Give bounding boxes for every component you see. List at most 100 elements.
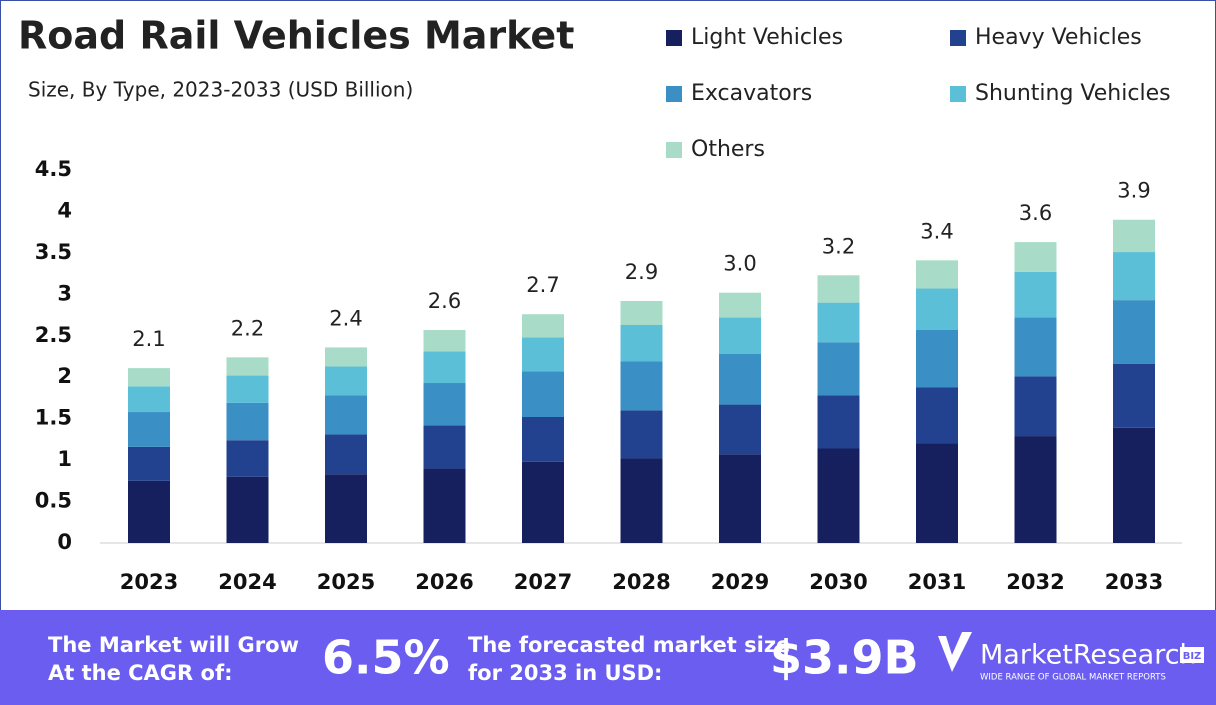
bar-segment	[1014, 271, 1057, 318]
legend-swatch	[950, 86, 966, 102]
bar-segment	[325, 395, 367, 435]
x-tick-label: 2027	[514, 570, 572, 594]
legend-label: Excavators	[691, 81, 812, 106]
total-label: 2.7	[526, 273, 559, 297]
bar-segment	[423, 425, 466, 469]
y-tick-label: 2.5	[35, 323, 72, 347]
bar-segment	[916, 260, 958, 289]
y-tick-label: 3	[57, 281, 72, 305]
logo-icon	[938, 632, 972, 672]
legend-label: Heavy Vehicles	[975, 25, 1142, 50]
bar-segment	[226, 357, 269, 376]
bar-segment	[226, 476, 269, 543]
bar-segment	[325, 434, 367, 475]
total-label: 2.1	[132, 327, 165, 351]
total-label: 2.4	[329, 306, 362, 330]
total-label: 3.9	[1117, 179, 1150, 203]
legend-swatch	[666, 86, 682, 102]
x-tick-label: 2023	[120, 570, 178, 594]
logo-tagline: WIDE RANGE OF GLOBAL MARKET REPORTS	[980, 673, 1166, 683]
y-tick-label: 1.5	[35, 406, 72, 430]
bar-segment	[325, 347, 367, 367]
y-tick-label: 4.5	[35, 157, 72, 181]
legend-label: Shunting Vehicles	[975, 81, 1171, 106]
logo-badge: BIZ	[1183, 651, 1202, 662]
bar-segment	[226, 402, 269, 441]
bar-segment	[817, 448, 860, 543]
cagr-text: The Market will Grow At the CAGR of:	[48, 633, 299, 685]
bar-segment	[1014, 317, 1057, 377]
bar-segment	[620, 361, 663, 411]
y-tick-label: 1	[57, 447, 72, 471]
bar-segment	[817, 342, 860, 396]
cagr-value: 6.5%	[322, 631, 450, 685]
bar-segment	[522, 371, 564, 418]
logo: MarketResearch	[980, 640, 1197, 671]
total-label: 2.9	[625, 260, 658, 284]
y-tick-label: 0.5	[35, 489, 72, 513]
bar-segment	[916, 329, 958, 388]
bar-segment	[423, 383, 466, 426]
y-tick-label: 0	[57, 530, 72, 554]
total-label: 3.0	[723, 252, 756, 276]
text-line: At the CAGR of:	[48, 661, 233, 685]
bar-segment	[916, 443, 958, 543]
legend-swatch	[950, 30, 966, 46]
bar-segment	[522, 337, 564, 372]
bar-segment	[423, 351, 466, 384]
total-label: 3.2	[822, 234, 855, 258]
total-label: 3.4	[920, 219, 953, 243]
bar-segment	[719, 317, 761, 355]
bar-segment	[128, 446, 170, 481]
bar-segment	[620, 325, 663, 362]
bar-segment	[817, 395, 860, 449]
bar-segment	[817, 302, 860, 343]
x-tick-label: 2026	[415, 570, 473, 594]
legend-swatch	[666, 30, 682, 46]
legend-label: Light Vehicles	[691, 25, 843, 50]
bar-segment	[128, 412, 170, 447]
bar-segment	[1113, 219, 1155, 253]
bar-segment	[1113, 427, 1155, 543]
bar-segment	[719, 292, 761, 318]
bar-segment	[1113, 363, 1155, 428]
footer-band	[0, 610, 1216, 705]
chart-title: Road Rail Vehicles Market	[18, 14, 574, 58]
x-tick-label: 2030	[809, 570, 867, 594]
bar-segment	[128, 480, 170, 543]
y-tick-label: 2	[57, 364, 72, 388]
x-tick-label: 2029	[711, 570, 769, 594]
text-line: for 2033 in USD:	[468, 661, 662, 685]
bar-segment	[1014, 242, 1057, 272]
total-label: 2.6	[428, 289, 461, 313]
bar-segment	[325, 474, 367, 543]
bar-segment	[1014, 436, 1057, 543]
bar-segment	[325, 366, 367, 396]
total-label: 2.2	[231, 316, 264, 340]
bar-segment	[817, 275, 860, 303]
bar-segment	[620, 300, 663, 326]
bar-segment	[423, 468, 466, 543]
bar-segment	[719, 454, 761, 543]
bar-segment	[719, 404, 761, 455]
bar-segment	[620, 410, 663, 459]
bar-segment	[226, 440, 269, 477]
legend-label: Others	[691, 137, 765, 162]
bar-segment	[1113, 300, 1155, 364]
bar-segment	[128, 368, 170, 387]
total-label: 3.6	[1019, 201, 1052, 225]
bar-segment	[128, 386, 170, 413]
bar-segment	[1113, 252, 1155, 301]
bar-segment	[522, 314, 564, 338]
y-tick-label: 4	[57, 198, 72, 222]
logo-badge-bg	[1180, 647, 1204, 663]
y-tick-label: 3.5	[35, 240, 72, 264]
forecast-value: $3.9B	[770, 631, 919, 685]
x-tick-label: 2028	[612, 570, 670, 594]
chart-subtitle: Size, By Type, 2023-2033 (USD Billion)	[28, 78, 413, 102]
x-tick-label: 2025	[317, 570, 375, 594]
bar-segment	[522, 461, 564, 543]
